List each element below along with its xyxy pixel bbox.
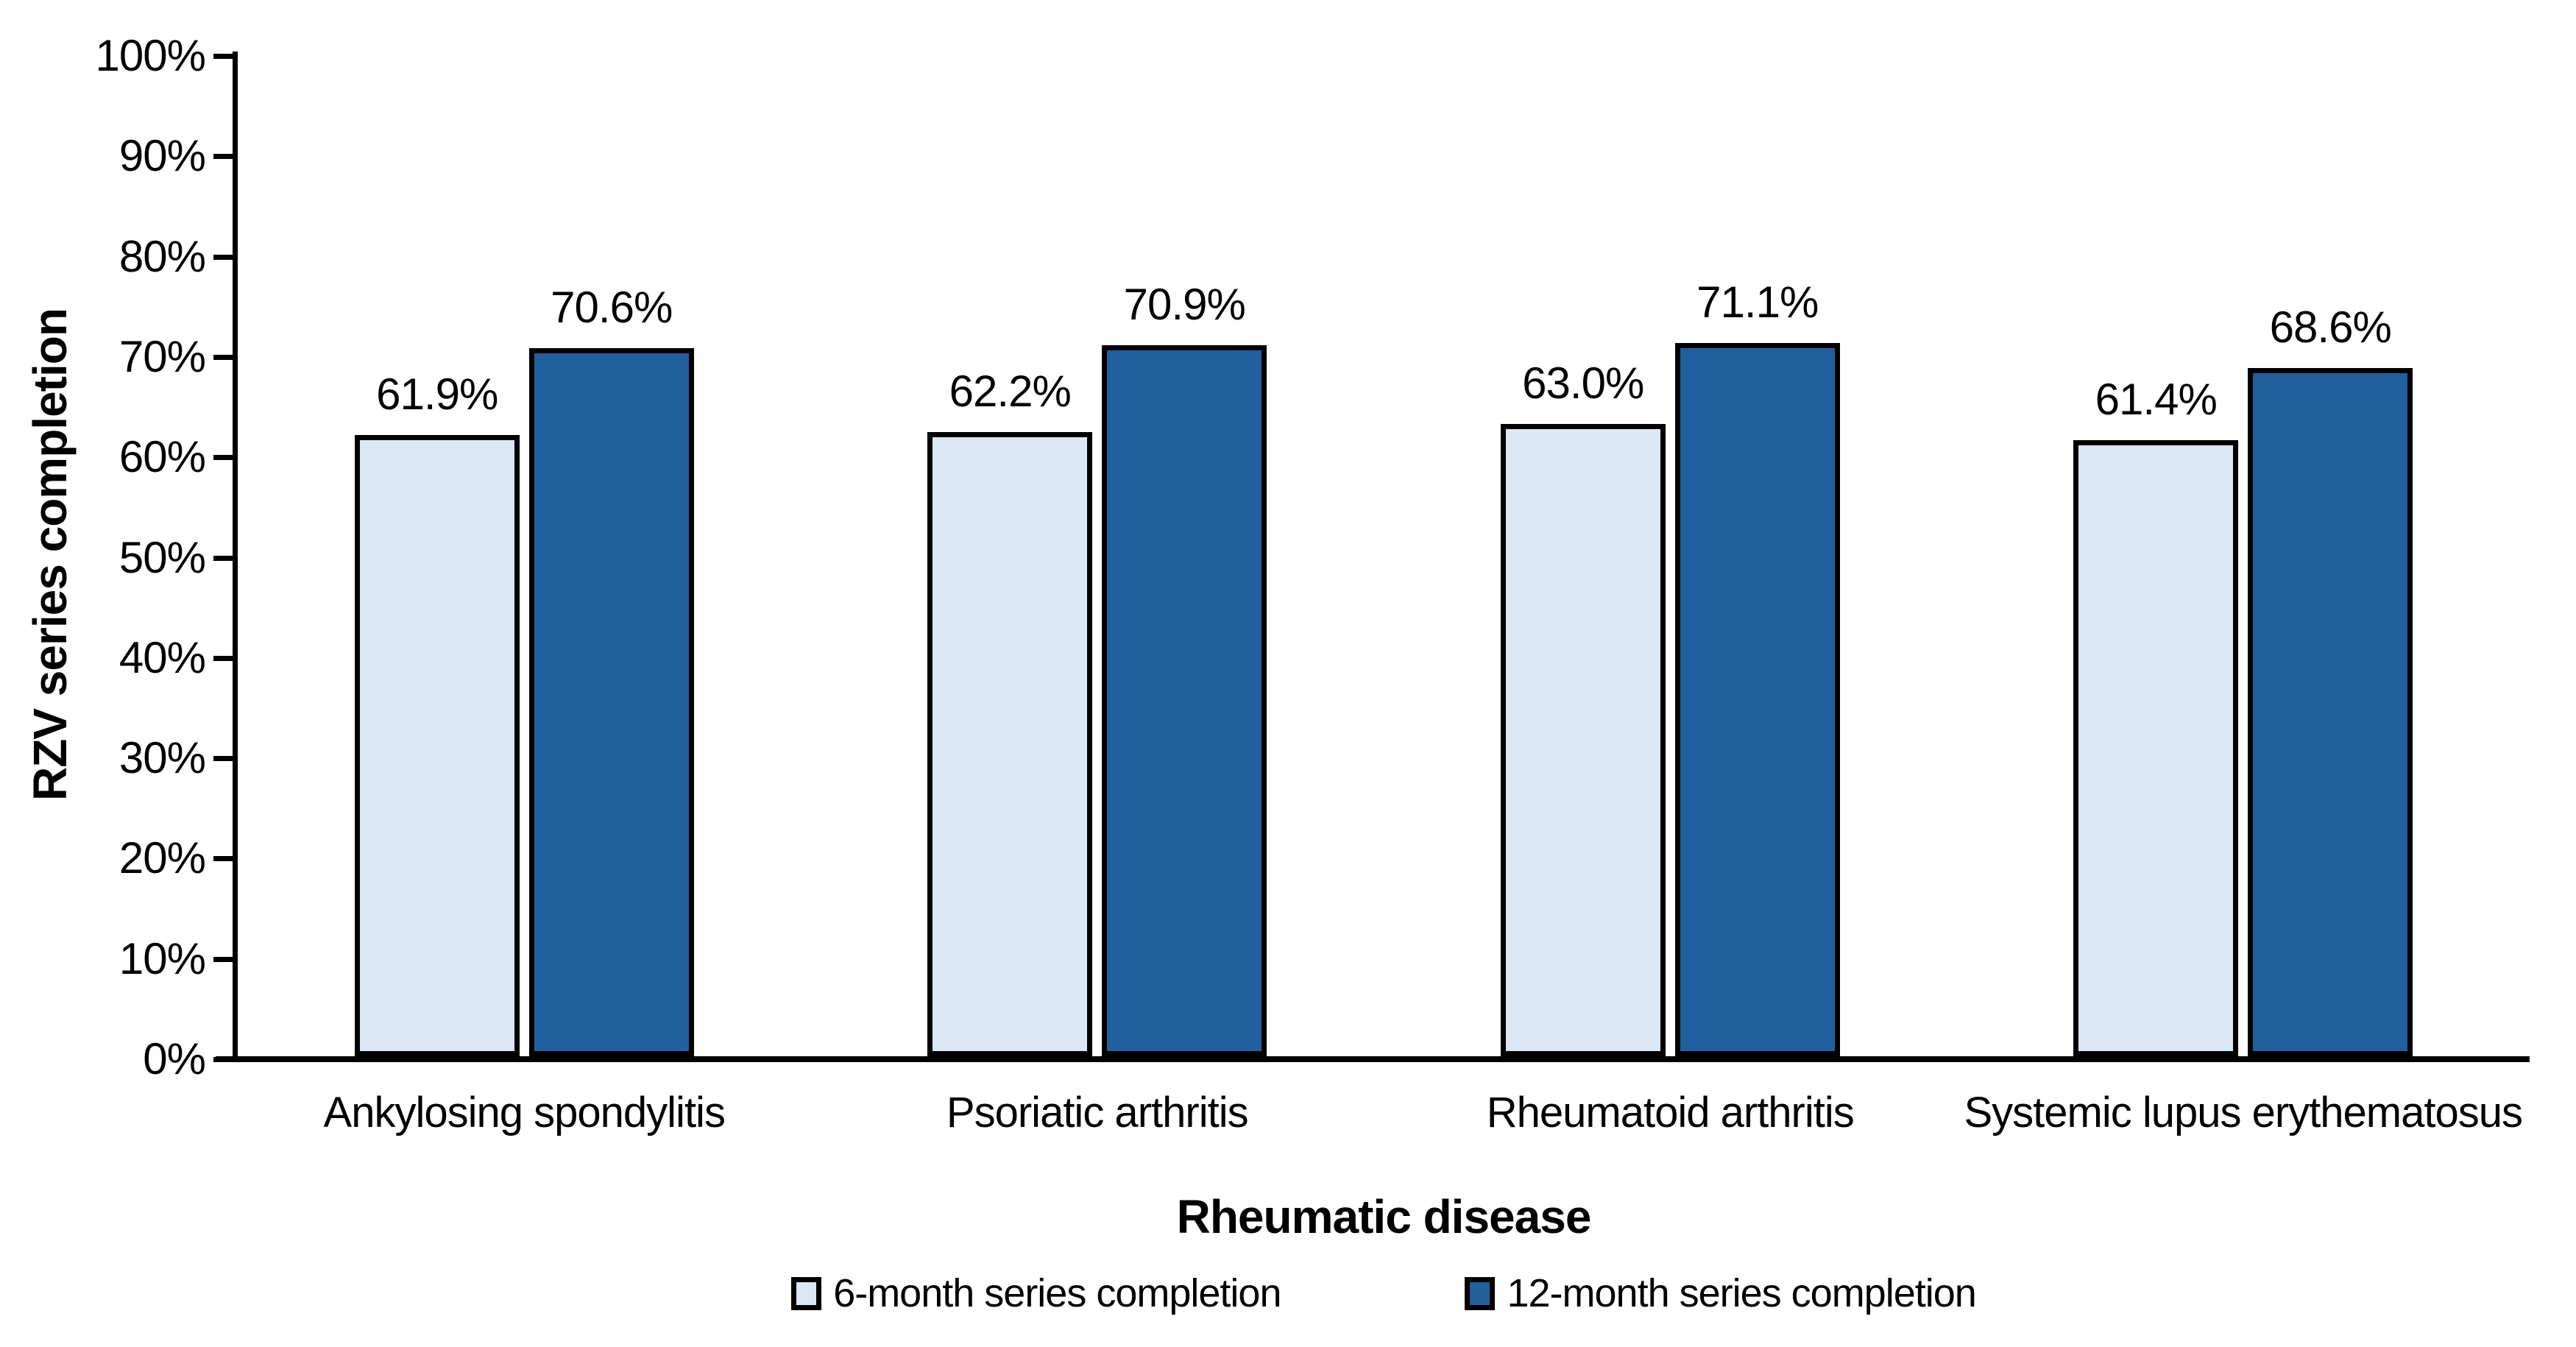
legend-swatch [791, 1276, 822, 1310]
y-axis-line [233, 52, 238, 1059]
y-tick-label: 80% [118, 231, 206, 281]
bar-group: 62.2% 70.9% [811, 53, 1384, 1056]
y-tick-label: 100% [95, 31, 206, 80]
legend: 6-month series completion 12-month series… [238, 1270, 2530, 1316]
bar-value-label: 61.9% [376, 370, 498, 420]
bar-group: 61.4% 68.6% [1957, 53, 2530, 1056]
bar-12-month: 71.1% [1674, 277, 1840, 1056]
plot-area: 0% 10% 20% 30% 40% 50% 60% 70% 80% 90% 100% 61.9% 7… [96, 32, 2530, 1083]
x-axis-line [216, 1056, 2530, 1062]
bar-value-label: 71.1% [1696, 277, 1819, 327]
y-tick-mark [213, 856, 233, 862]
bar-groups: 61.9% 70.6% 62.2% 70.9% 63.0% 71.1% 61.4% 68.6% [238, 53, 2530, 1056]
y-tick-label: 90% [118, 131, 206, 181]
y-tick-mark [213, 54, 233, 59]
y-tick-mark [213, 154, 233, 160]
y-tick-mark [213, 354, 233, 360]
y-tick-label: 60% [118, 432, 206, 482]
bar-6-month: 63.0% [1500, 358, 1666, 1056]
category-label: Psoriatic arthritis [946, 1089, 1249, 1136]
bar-value-label: 62.2% [949, 367, 1072, 417]
y-tick-mark [213, 1057, 233, 1062]
category-label: Systemic lupus erythematosus [1964, 1089, 2523, 1136]
category-label: Rheumatoid arthritis [1486, 1089, 1855, 1136]
bar-6-month: 61.9% [354, 370, 520, 1056]
x-axis-title: Rheumatic disease [1176, 1190, 1592, 1243]
y-tick-mark [213, 455, 233, 461]
y-tick-label: 40% [118, 632, 206, 682]
y-tick-mark [213, 756, 233, 762]
bar-group: 63.0% 71.1% [1384, 53, 1957, 1056]
bar-12-month: 68.6% [2248, 303, 2413, 1056]
y-tick-mark [213, 956, 233, 962]
bar-value-label: 70.6% [551, 282, 673, 332]
y-tick-label: 50% [118, 532, 206, 582]
y-tick-label: 70% [118, 331, 206, 381]
y-tick-label: 20% [118, 833, 206, 883]
bar-6-month: 62.2% [927, 367, 1093, 1056]
legend-item: 12-month series completion [1465, 1270, 1977, 1316]
y-tick-mark [213, 555, 233, 561]
bar-group: 61.9% 70.6% [238, 53, 811, 1056]
bar-value-label: 70.9% [1123, 279, 1246, 329]
y-tick-label: 10% [118, 933, 206, 983]
bar-value-label: 68.6% [2269, 302, 2392, 352]
bar-value-label: 63.0% [1522, 358, 1644, 409]
legend-label: 12-month series completion [1507, 1271, 1976, 1315]
legend-item: 6-month series completion [791, 1270, 1281, 1316]
y-tick-mark [213, 655, 233, 661]
legend-label: 6-month series completion [833, 1271, 1281, 1315]
legend-swatch [1465, 1276, 1496, 1310]
bar-12-month: 70.9% [1102, 280, 1267, 1056]
bar-value-label: 61.4% [2095, 375, 2218, 425]
y-tick-mark [213, 254, 233, 260]
category-labels: Ankylosing spondylitis Psoriatic arthriti… [238, 1088, 2530, 1137]
y-tick-label: 0% [143, 1034, 206, 1083]
category-label: Ankylosing spondylitis [323, 1089, 726, 1136]
y-tick-label: 30% [118, 733, 206, 783]
bar-12-month: 70.6% [528, 283, 694, 1056]
bar-6-month: 61.4% [2073, 375, 2239, 1056]
